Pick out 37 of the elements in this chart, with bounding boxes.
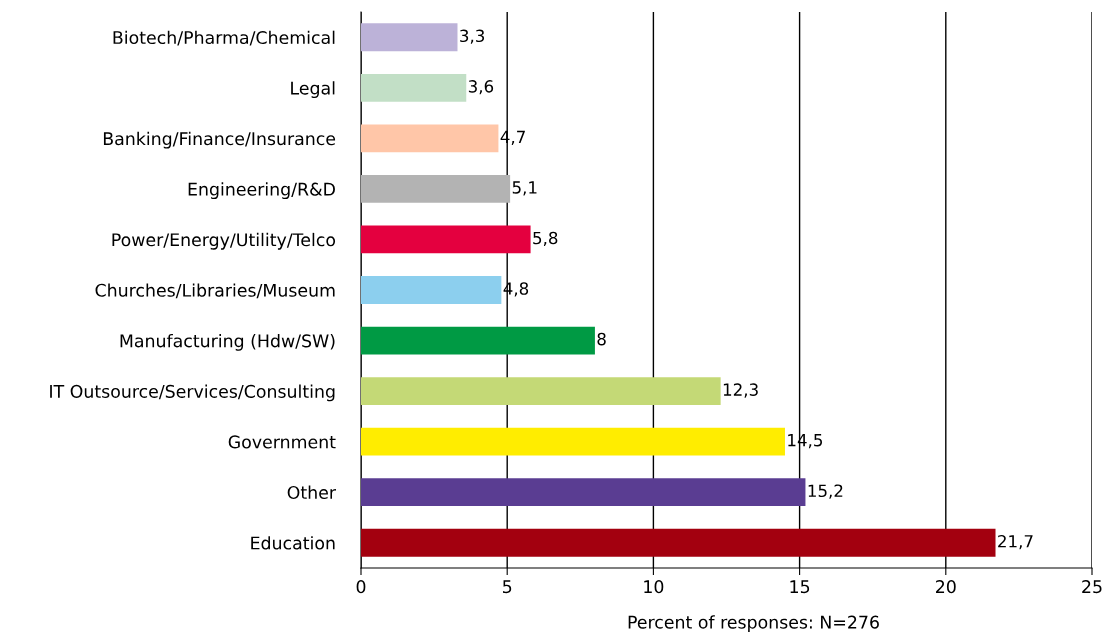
bar: [361, 23, 458, 52]
data-label: 15,2: [808, 484, 843, 499]
y-tick-label: Education: [251, 536, 335, 550]
x-tick-label: 20: [936, 580, 956, 594]
data-label: 3,6: [468, 80, 494, 95]
y-tick-label: Churches/Libraries/Museum: [95, 283, 335, 299]
bar: [361, 124, 499, 153]
x-tick-label: 25: [1082, 580, 1102, 594]
x-tick-label: 0: [356, 580, 366, 594]
y-tick-label: Power/Energy/Utility/Telco: [112, 232, 336, 250]
bar: [361, 478, 806, 507]
data-label: 12,3: [723, 383, 758, 398]
data-label: 21,7: [998, 534, 1033, 550]
data-label: 5,8: [533, 231, 558, 246]
bar: [361, 427, 785, 456]
bar: [361, 377, 721, 405]
y-tick-label: Government: [228, 435, 336, 449]
x-tick-label: 5: [503, 580, 512, 594]
data-label: 8: [597, 332, 606, 346]
y-tick-label: Other: [287, 485, 336, 500]
y-tick-label: Legal: [291, 81, 335, 99]
bar: [361, 528, 996, 557]
x-tick-label: 15: [790, 580, 810, 594]
y-tick-label: Banking/Finance/Insurance: [103, 131, 336, 149]
y-tick-label: Manufacturing (Hdw/SW): [120, 333, 335, 351]
data-label: 3,3: [460, 29, 485, 44]
bar: [361, 175, 511, 203]
y-tick-label: Biotech/Pharma/Chemical: [113, 30, 335, 46]
bar: [361, 73, 467, 102]
y-tick-label: Engineering/R&D: [188, 182, 335, 200]
bar: [361, 276, 502, 304]
data-label: 5,1: [512, 181, 537, 196]
bar: [361, 225, 531, 254]
y-tick-label: IT Outsource/Services/Consulting: [50, 384, 335, 402]
bar: [361, 326, 595, 355]
x-tick-label: 10: [644, 580, 664, 594]
x-axis-title: Percent of responses: N=276: [628, 615, 879, 632]
